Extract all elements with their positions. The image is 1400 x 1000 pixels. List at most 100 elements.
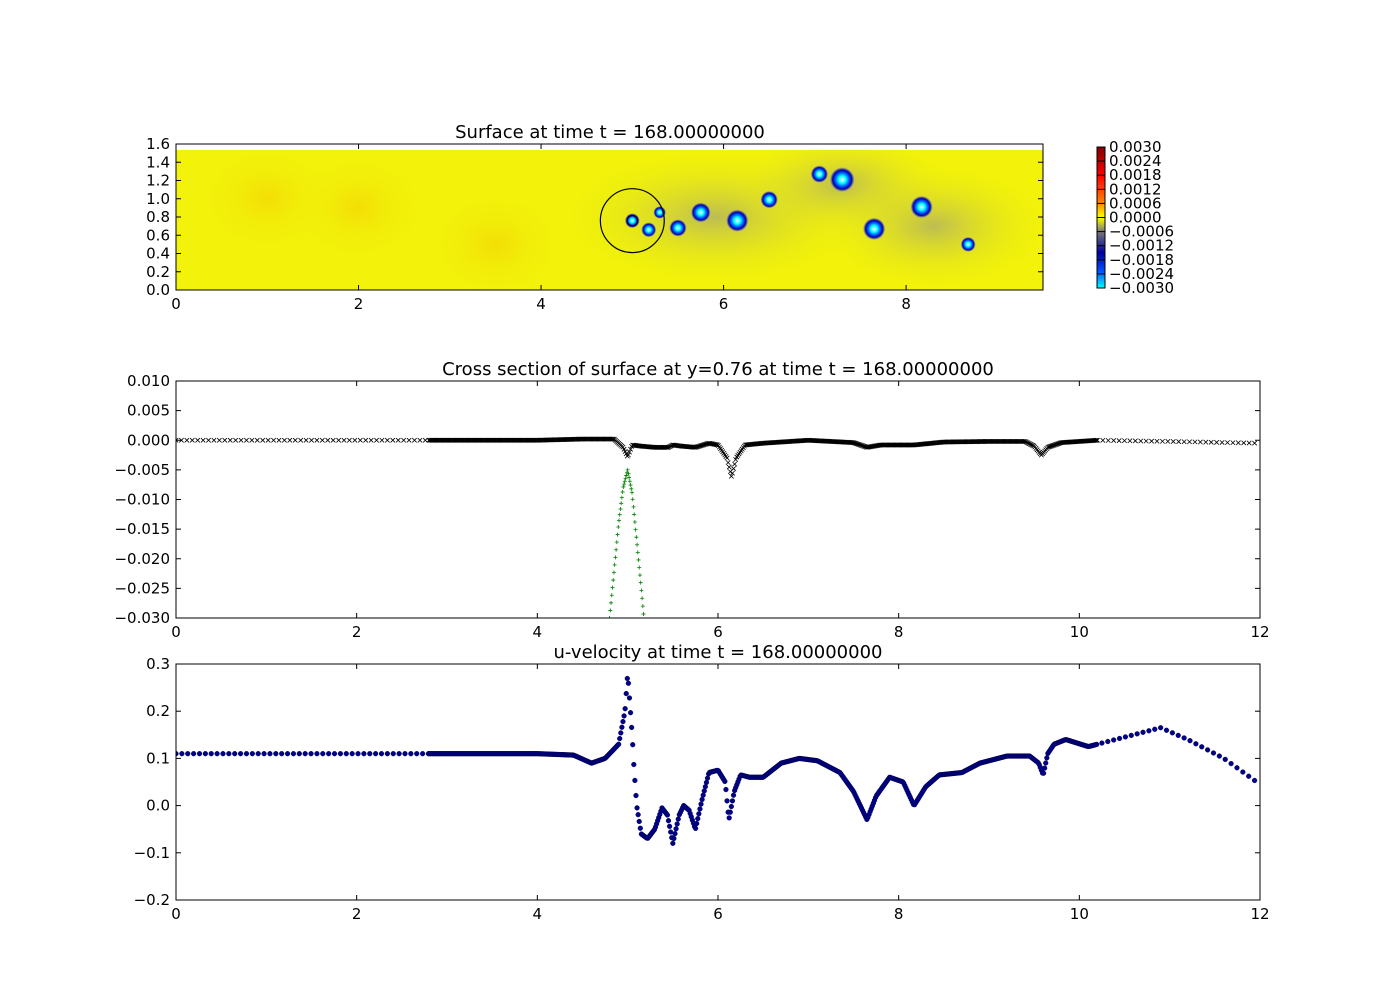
x-marker [298,437,304,443]
chart-title: u-velocity at time t = 168.00000000 [554,642,883,663]
x-marker [238,437,244,443]
y-tick-label: 0.2 [146,263,170,281]
wake-halo [813,161,1043,290]
data-point [730,792,737,798]
plus-marker [613,555,618,560]
x-marker [1246,440,1252,446]
data-point [214,751,220,757]
x-marker [733,457,739,463]
x-marker [330,437,336,443]
cross-section-panel: Cross section of surface at y=0.76 at ti… [114,359,1269,641]
data-point [1216,753,1222,759]
vortex-core [760,190,779,209]
data-point [697,806,703,812]
x-marker [729,470,735,476]
vortex-core [653,206,667,219]
data-point [226,751,232,757]
y-tick-label: −0.025 [114,579,170,597]
plot-frame [175,663,1261,901]
x-marker [390,437,396,443]
data-point [631,761,637,768]
x-tick-label: 6 [713,623,723,641]
x-marker [1252,440,1258,446]
data-point [279,751,285,757]
x-marker [260,437,266,443]
data-point [1128,732,1134,738]
vortex-core [829,166,855,193]
plus-marker [609,593,614,598]
y-tick-label: 0.3 [146,655,170,673]
x-marker [411,437,417,443]
data-point [1105,738,1111,745]
data-point [675,816,681,822]
x-marker [628,446,634,452]
y-tick-label: −0.1 [134,844,170,862]
data-point [727,809,733,815]
data-point [722,778,728,785]
x-marker [319,437,325,443]
x-marker [357,437,363,443]
x-marker [725,460,731,466]
x-marker [395,437,401,443]
data-point [402,751,408,757]
plus-marker [635,550,640,555]
x-marker [303,437,309,443]
data-point [627,710,634,716]
x-marker [1092,437,1097,443]
x-marker [200,437,206,443]
x-marker [1170,439,1176,444]
x-marker [1111,438,1117,443]
data-point [723,786,729,793]
x-marker [195,437,201,443]
data-point [632,777,638,784]
warm-patch [425,189,566,290]
data-point [726,815,732,821]
x-tick-label: 8 [894,623,904,641]
data-point [700,792,706,798]
x-marker [189,437,195,443]
colorbar-ticks: 0.00300.00240.00180.00120.00060.0000−0.0… [1097,138,1174,297]
plus-marker [631,504,636,509]
x-marker [271,437,277,443]
x-tick-label: 10 [1070,905,1089,923]
data-point [1134,731,1140,737]
vortex-core [910,195,934,219]
x-marker [1230,440,1236,446]
x-tick-label: 4 [536,295,546,313]
data-point [695,816,701,822]
plus-marker [620,489,625,494]
plot-frame [175,380,1261,619]
plus-marker [634,535,639,540]
x-marker [401,437,407,443]
x-marker [422,437,428,443]
x-marker [1127,438,1133,444]
x-tick-label: 2 [354,295,364,313]
x-marker [379,437,385,443]
x-marker [206,437,212,443]
x-marker [1181,439,1187,445]
x-tick-label: 2 [352,905,362,923]
data-point [635,812,641,818]
data-point [1111,737,1117,743]
data-point [337,751,344,757]
x-marker [363,437,369,443]
data-point [624,675,630,682]
data-point [267,751,273,757]
y-tick-label: −0.015 [114,520,170,538]
data-point [261,751,267,757]
x-marker [1192,439,1198,445]
chart-title: Cross section of surface at y=0.76 at ti… [442,359,994,380]
u-velocity-marks [176,675,1258,846]
y-tick-label: 1.6 [146,135,170,153]
x-tick-label: 6 [713,905,723,923]
x-marker [254,437,260,443]
data-point [623,690,629,697]
data-point [1193,741,1199,747]
x-marker [325,437,331,443]
plus-marker [609,600,614,605]
x-marker [731,466,737,472]
plus-marker [619,501,624,506]
x-marker [341,437,347,443]
data-point [185,751,191,757]
x-marker [243,437,249,443]
